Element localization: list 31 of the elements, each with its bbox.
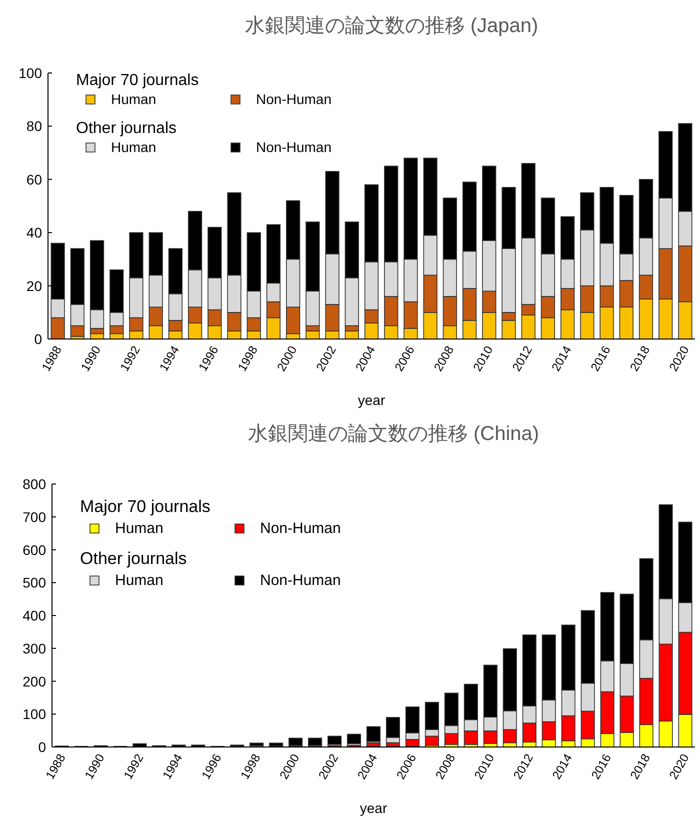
y-tick-label: 0 (34, 331, 42, 347)
y-tick-label: 0 (38, 739, 46, 755)
legend-label: Human (115, 520, 164, 537)
y-tick-label: 100 (18, 65, 42, 81)
y-tick-label: 800 (22, 476, 46, 492)
legend-label: Non-Human (260, 572, 341, 589)
y-tick-label: 500 (22, 574, 46, 591)
y-tick-label: 100 (22, 706, 46, 722)
x-axis-title: year (360, 800, 388, 816)
chart-title: 水銀関連の論文数の推移 (Japan) (244, 15, 538, 37)
y-tick-label: 300 (22, 640, 46, 656)
annotation: Major 70 journals (80, 497, 210, 516)
legend-label: Human (111, 139, 156, 155)
y-tick-label: 600 (22, 542, 46, 558)
legend-label: Human (115, 572, 164, 589)
y-tick-label: 20 (26, 278, 42, 294)
y-tick-label: 80 (26, 118, 42, 134)
chart-title: 水銀関連の論文数の推移 (China) (248, 423, 540, 445)
annotation: Other journals (76, 120, 176, 137)
y-tick-label: 400 (22, 608, 46, 624)
legend-label: Human (111, 91, 156, 107)
legend-label: Non-Human (260, 520, 341, 537)
y-tick-label: 60 (26, 171, 42, 188)
y-tick-label: 200 (22, 673, 46, 690)
legend-label: Non-Human (256, 139, 332, 155)
x-axis-title: year (358, 392, 386, 408)
legend-label: Non-Human (256, 91, 332, 107)
annotation: Other journals (80, 549, 187, 568)
y-tick-label: 700 (22, 508, 46, 525)
y-tick-label: 40 (26, 224, 42, 241)
annotation: Major 70 journals (76, 72, 199, 89)
